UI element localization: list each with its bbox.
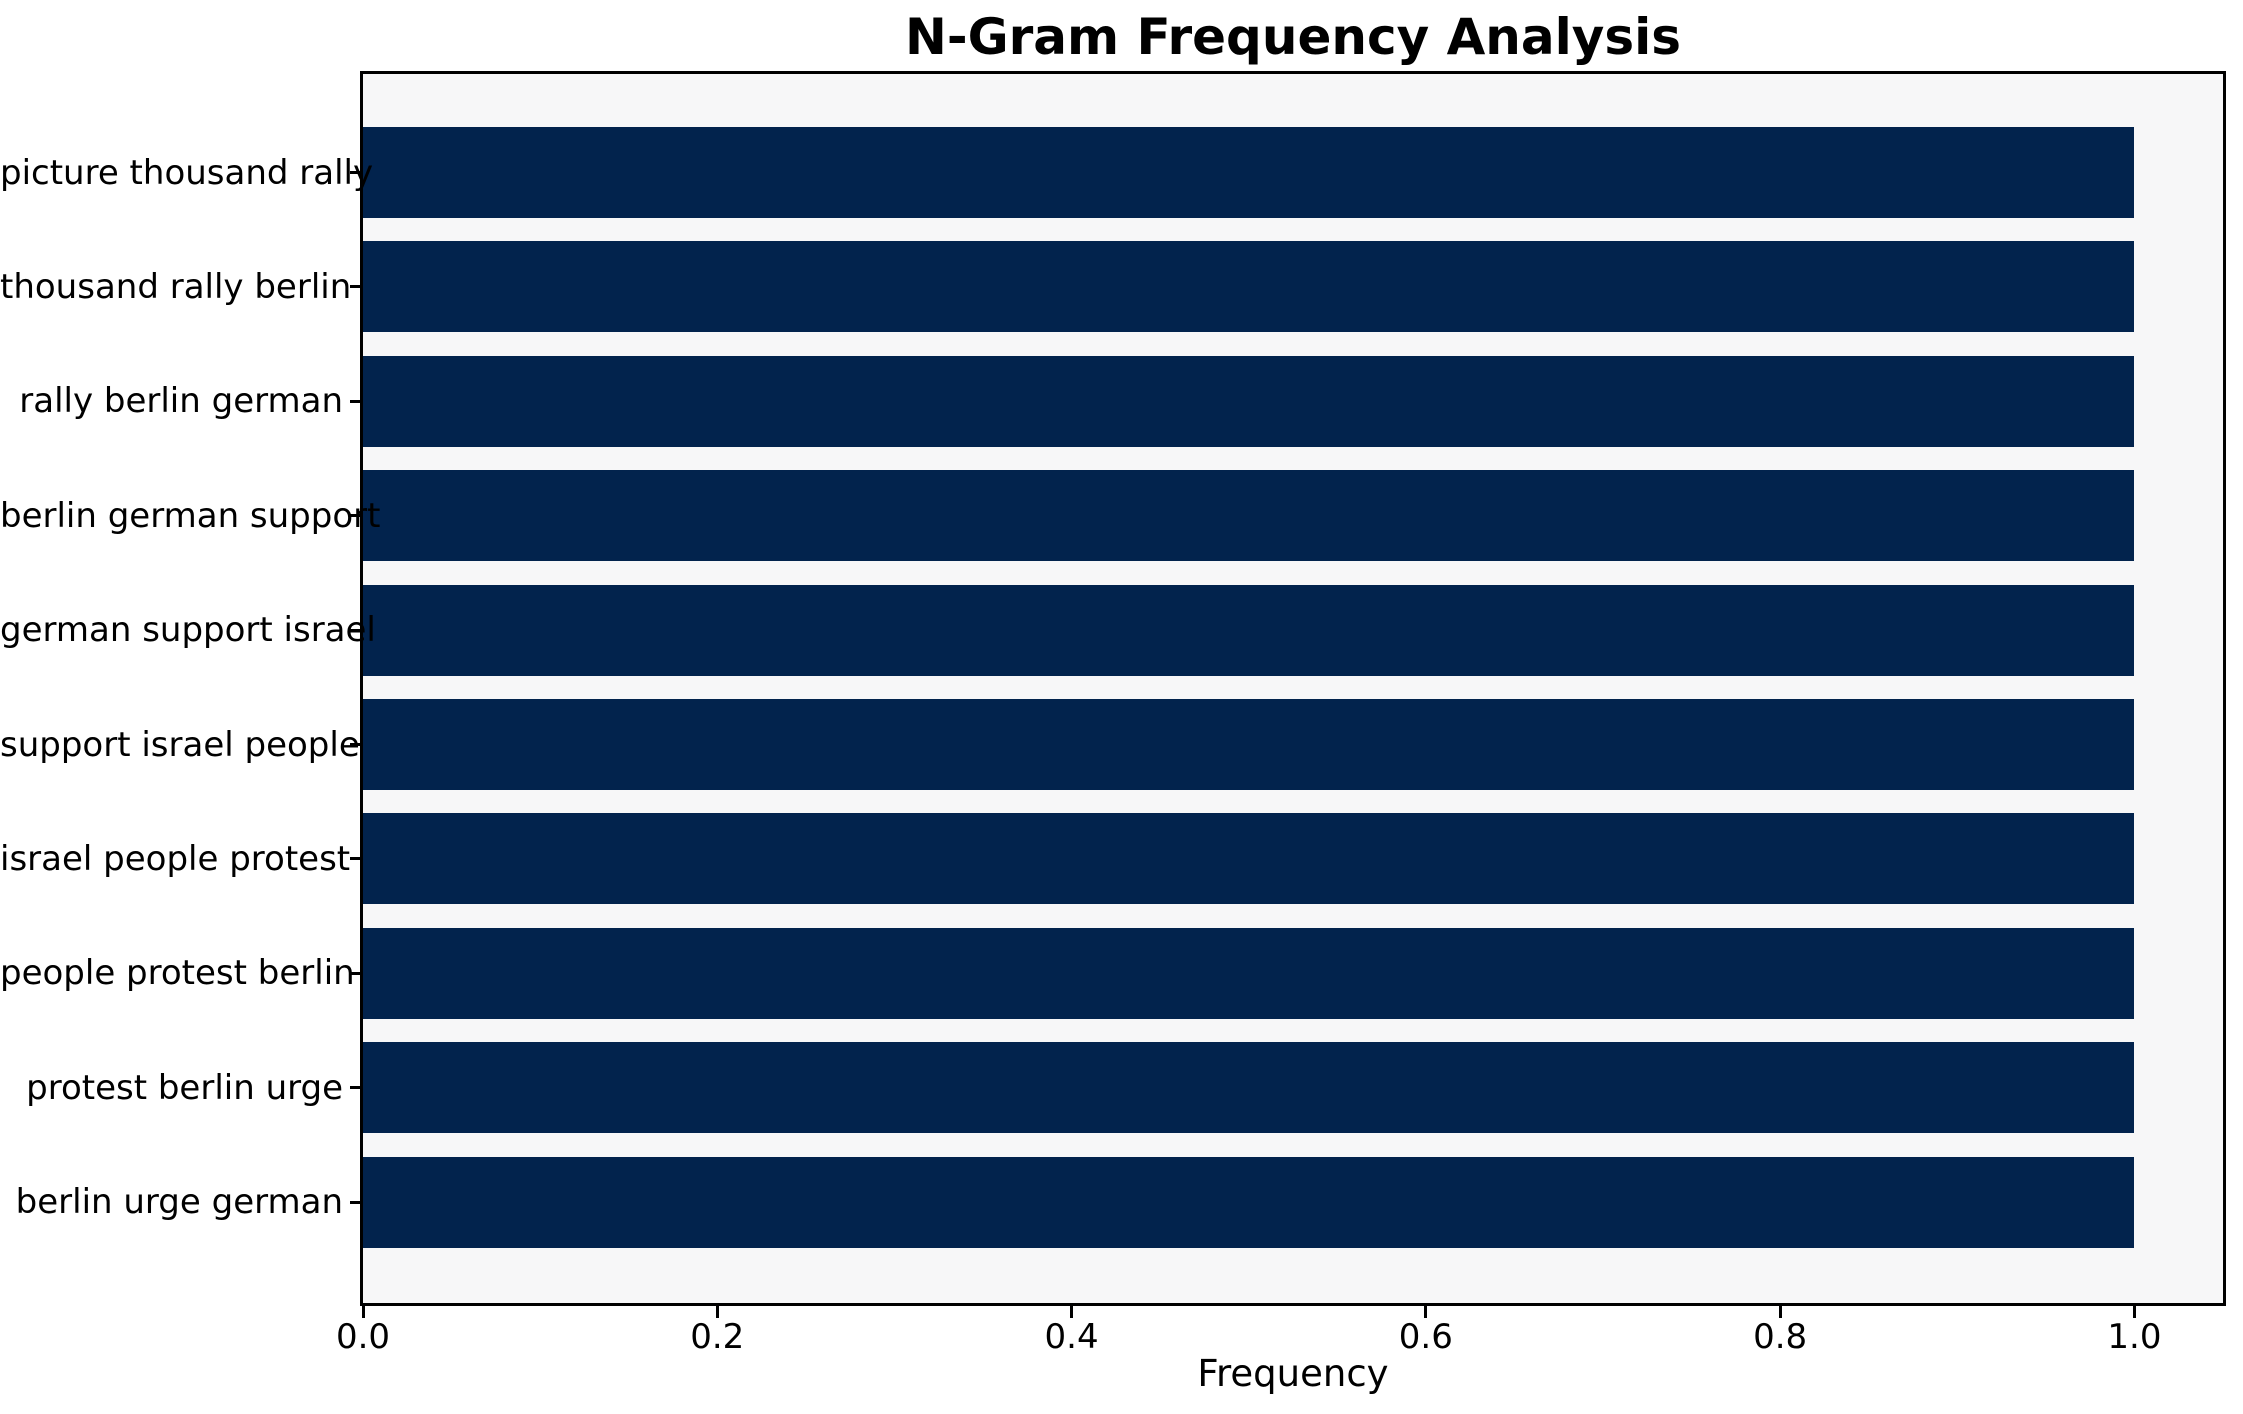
y-tick-label: people protest berlin [0,953,355,994]
y-tick-label: berlin urge german [15,1182,343,1223]
y-tick [350,1086,363,1090]
y-tick-label: berlin german support [0,495,381,536]
bar-israel-people-protest [363,813,2135,905]
y-tick [350,1200,363,1204]
bar-rally-berlin-german [363,355,2135,447]
bar-people-protest-berlin [363,927,2135,1019]
y-tick [350,857,363,861]
y-tick-label: german support israel [0,610,376,651]
y-tick [350,285,363,289]
bar-protest-berlin-urge [363,1042,2135,1134]
y-tick-label: support israel people [0,724,360,765]
x-tick-label: 1.0 [2107,1317,2162,1357]
y-tick-label: rally berlin german [19,381,343,422]
y-tick [350,514,363,518]
y-tick [350,399,363,403]
y-tick [350,628,363,632]
x-tick [361,1306,365,1318]
x-tick-label: 0.8 [1753,1317,1808,1357]
x-tick [1070,1306,1074,1318]
chart-title: N-Gram Frequency Analysis [904,8,1682,66]
bar-support-israel-people [363,699,2135,790]
y-tick-label: thousand rally berlin [0,266,352,307]
x-tick [1424,1306,1428,1318]
bar-picture-thousand-rally [363,127,2135,218]
y-tick [350,743,363,746]
y-tick-label: israel people protest [0,838,351,879]
x-tick-label: 0.6 [1398,1317,1453,1357]
y-tick [350,971,363,975]
bar-berlin-urge-german [363,1156,2135,1248]
x-tick-label: 0.4 [1044,1317,1099,1357]
bar-german-support-israel [363,584,2135,676]
y-tick-label: picture thousand rally [0,152,374,193]
x-tick [715,1306,719,1318]
x-tick-label: 0.2 [690,1317,745,1357]
x-tick [2132,1306,2136,1318]
x-tick [1778,1306,1782,1318]
x-axis-title: Frequency [1197,1352,1389,1395]
x-tick-label: 0.0 [335,1317,391,1357]
y-tick [350,171,363,174]
bar-berlin-german-support [363,470,2135,562]
bar-thousand-rally-berlin [363,241,2135,333]
y-tick-label: protest berlin urge [26,1067,343,1108]
plot-area [360,71,2226,1306]
